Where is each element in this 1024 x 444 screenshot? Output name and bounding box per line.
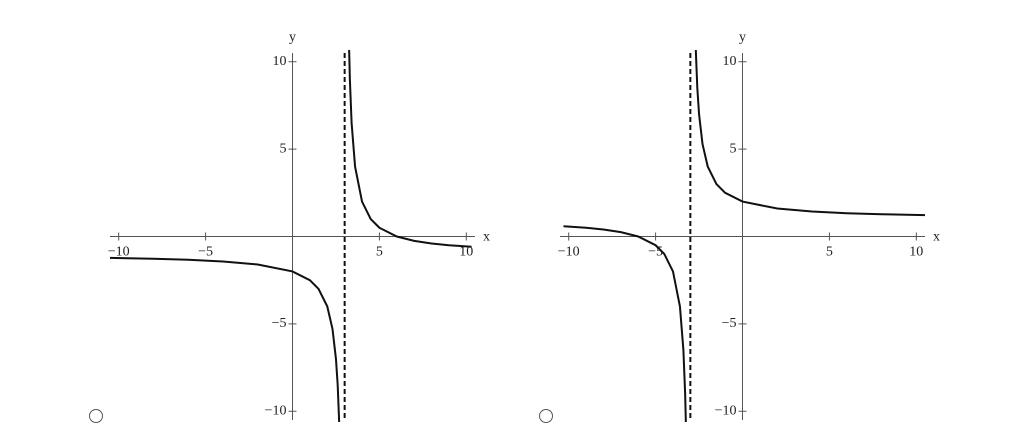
radio-button[interactable] [89, 409, 103, 423]
y-axis-label: y [739, 30, 746, 45]
x-tick-label: 5 [376, 245, 383, 260]
x-tick-label: −10 [108, 245, 130, 260]
y-tick-label: −10 [265, 403, 287, 418]
x-tick-label: −5 [648, 245, 663, 260]
y-tick-label: 5 [280, 141, 287, 156]
x-tick-label: 10 [459, 245, 473, 260]
curve [109, 50, 472, 422]
x-tick-label: −10 [558, 245, 580, 260]
x-tick-label: −5 [198, 245, 213, 260]
y-tick-label: 10 [273, 54, 287, 69]
plot: x y −10 −5 5 10 −10 −5 5 10 [558, 30, 940, 422]
y-tick-label: 10 [723, 54, 737, 69]
radio-button[interactable] [539, 409, 553, 423]
y-axis-label: y [289, 30, 296, 45]
curve [563, 50, 926, 422]
x-axis-label: x [933, 230, 940, 245]
plot: x y −10 −5 5 10 −10 −5 5 10 [108, 30, 490, 422]
x-tick-label: 5 [826, 245, 833, 260]
y-tick-label: −5 [272, 316, 287, 331]
y-tick-label: −5 [722, 316, 737, 331]
y-tick-label: 5 [730, 141, 737, 156]
x-axis-label: x [483, 230, 490, 245]
x-tick-label: 10 [909, 245, 923, 260]
y-tick-label: −10 [715, 403, 737, 418]
